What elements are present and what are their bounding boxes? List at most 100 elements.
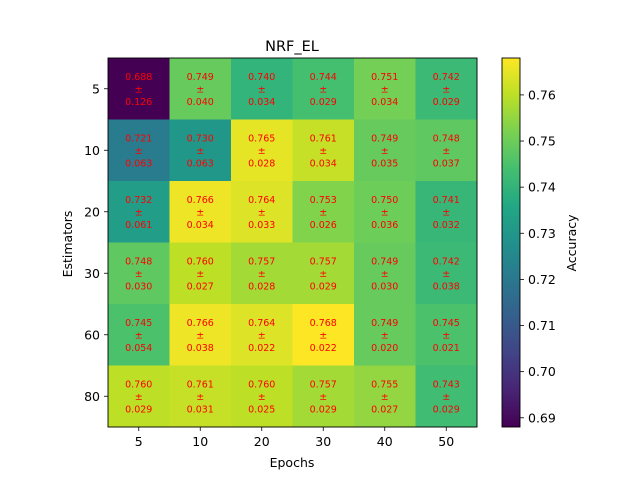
- cell-std-label: 0.038: [433, 281, 460, 292]
- heatmap-cell: [415, 119, 478, 182]
- cell-std-label: 0.034: [187, 220, 214, 231]
- cell-value-label: 0.749: [371, 133, 398, 144]
- cell-value-label: 0.749: [371, 256, 398, 267]
- heatmap-cell: [108, 58, 170, 120]
- cell-pm-symbol: ±: [381, 330, 389, 341]
- cell-std-label: 0.034: [310, 158, 337, 169]
- cell-value-label: 0.730: [187, 133, 214, 144]
- cell-value-label: 0.755: [371, 379, 398, 390]
- cell-pm-symbol: ±: [442, 207, 450, 218]
- cell-pm-symbol: ±: [135, 146, 143, 157]
- heatmap-cell: [169, 365, 232, 428]
- heatmap-cell: [354, 242, 416, 305]
- heatmap-cell: [292, 365, 355, 428]
- cell-pm-symbol: ±: [135, 392, 143, 403]
- cell-std-label: 0.030: [125, 281, 152, 292]
- cell-std-label: 0.063: [125, 158, 152, 169]
- x-tick-label: 10: [192, 434, 208, 449]
- cell-pm-symbol: ±: [442, 392, 450, 403]
- cell-pm-symbol: ±: [381, 269, 389, 280]
- heatmap-cell: [169, 58, 232, 120]
- heatmap-cell: [354, 304, 416, 366]
- cell-pm-symbol: ±: [442, 269, 450, 280]
- heatmap-cell: [231, 304, 293, 366]
- cell-std-label: 0.027: [371, 404, 398, 415]
- heatmap-cell: [108, 242, 170, 305]
- y-tick-label: 10: [84, 143, 100, 158]
- cell-std-label: 0.027: [187, 281, 214, 292]
- cell-std-label: 0.022: [310, 343, 337, 354]
- cell-value-label: 0.760: [187, 256, 214, 267]
- x-axis-ticks: 5 10 20 30 40 50: [135, 427, 454, 449]
- heatmap-cell: [415, 181, 478, 243]
- cell-value-label: 0.751: [371, 72, 398, 83]
- colorbar-tick-label: 0.70: [528, 364, 556, 379]
- colorbar-tick-label: 0.69: [528, 410, 556, 425]
- cell-std-label: 0.035: [371, 158, 398, 169]
- heatmap-cell: [354, 365, 416, 428]
- heatmap-cell: [415, 304, 478, 366]
- cell-value-label: 0.745: [125, 318, 152, 329]
- cell-std-label: 0.033: [248, 220, 275, 231]
- cell-value-label: 0.749: [371, 318, 398, 329]
- cell-pm-symbol: ±: [319, 269, 327, 280]
- cell-value-label: 0.740: [248, 72, 275, 83]
- cell-value-label: 0.688: [125, 72, 152, 83]
- colorbar-tick-label: 0.71: [528, 318, 556, 333]
- cell-pm-symbol: ±: [319, 207, 327, 218]
- plot-frame: [107, 57, 478, 428]
- cell-std-label: 0.032: [433, 220, 460, 231]
- cell-std-label: 0.034: [371, 97, 398, 108]
- cell-std-label: 0.126: [125, 97, 152, 108]
- heatmap-cell: [169, 119, 232, 182]
- cell-pm-symbol: ±: [381, 392, 389, 403]
- colorbar-tick-label: 0.72: [528, 272, 556, 287]
- cell-pm-symbol: ±: [258, 330, 266, 341]
- cell-value-label: 0.761: [187, 379, 214, 390]
- cell-value-label: 0.749: [187, 72, 214, 83]
- colorbar-tick-label: 0.73: [528, 226, 556, 241]
- cell-value-label: 0.757: [310, 379, 337, 390]
- x-tick-label: 30: [315, 434, 331, 449]
- cell-value-label: 0.732: [125, 195, 152, 206]
- cell-std-label: 0.028: [248, 158, 275, 169]
- heatmap-cell: [415, 365, 478, 428]
- cell-pm-symbol: ±: [258, 269, 266, 280]
- cell-pm-symbol: ±: [135, 207, 143, 218]
- cell-value-label: 0.760: [248, 379, 275, 390]
- heatmap-cell: [169, 181, 232, 243]
- colorbar-tick-label: 0.76: [528, 87, 556, 102]
- cell-std-label: 0.036: [371, 220, 398, 231]
- cell-pm-symbol: ±: [381, 84, 389, 95]
- y-tick-label: 20: [84, 204, 100, 219]
- heatmap-cell: [108, 304, 170, 366]
- cell-value-label: 0.744: [310, 72, 337, 83]
- cell-std-label: 0.037: [433, 158, 460, 169]
- y-tick-label: 60: [84, 327, 100, 342]
- cell-pm-symbol: ±: [196, 330, 204, 341]
- x-tick-label: 40: [377, 434, 393, 449]
- cell-std-label: 0.029: [310, 97, 337, 108]
- cell-std-label: 0.020: [371, 343, 398, 354]
- cell-std-label: 0.029: [433, 97, 460, 108]
- y-tick-label: 30: [84, 266, 100, 281]
- heatmap-cell: [169, 242, 232, 305]
- cell-pm-symbol: ±: [319, 146, 327, 157]
- cell-value-label: 0.760: [125, 379, 152, 390]
- cell-value-label: 0.753: [310, 195, 337, 206]
- heatmap-cell: [292, 304, 355, 366]
- x-axis-label: Epochs: [270, 455, 315, 470]
- cell-pm-symbol: ±: [442, 84, 450, 95]
- y-axis-label: Estimators: [60, 211, 75, 278]
- cell-value-label: 0.764: [248, 318, 275, 329]
- cell-annotations: 0.688±0.1260.749±0.0400.740±0.0340.744±0…: [125, 72, 460, 416]
- colorbar-tick-label: 0.74: [528, 180, 556, 195]
- heatmap-cell: [415, 242, 478, 305]
- cell-value-label: 0.761: [310, 133, 337, 144]
- heatmap-cell: [354, 119, 416, 182]
- cell-pm-symbol: ±: [258, 392, 266, 403]
- cell-value-label: 0.721: [125, 133, 152, 144]
- cell-std-label: 0.029: [433, 404, 460, 415]
- cell-pm-symbol: ±: [319, 330, 327, 341]
